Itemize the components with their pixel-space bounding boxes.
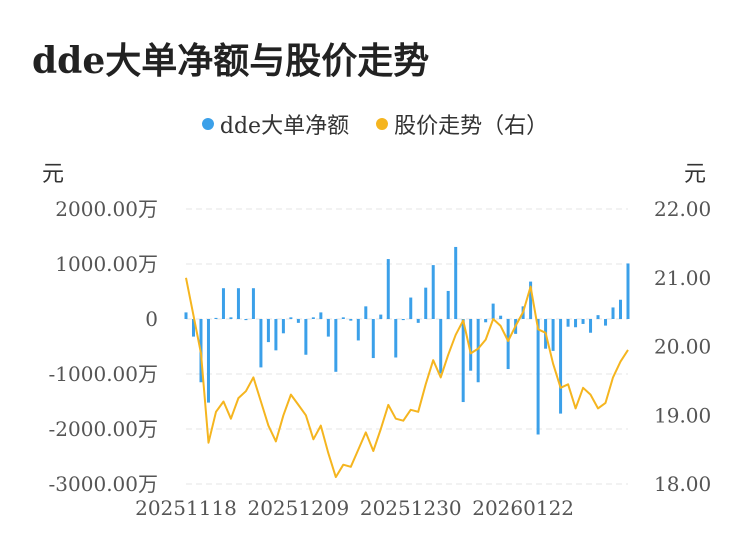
left-axis-unit: 元 [42, 162, 65, 187]
bar [424, 287, 428, 319]
right-tick-label: 18.00 [654, 472, 711, 496]
x-axis-ticks: 20251118 20251209 20251230 20260122 [135, 496, 574, 520]
left-axis-ticks: 2000.00万 1000.00万 0 -1000.00万 -2000.00万 -3000… [49, 197, 158, 496]
bar [626, 263, 630, 319]
bar [506, 319, 510, 370]
bar [499, 315, 503, 319]
legend-item-bar[interactable]: dde大单净额 [201, 108, 350, 140]
right-axis-ticks: 22.00 21.00 20.00 19.00 18.00 [654, 197, 711, 496]
bar [364, 306, 368, 319]
bar [191, 319, 195, 337]
bar [244, 319, 248, 321]
bar [326, 319, 330, 337]
bar [439, 319, 443, 374]
bar [356, 319, 360, 341]
bar-series [184, 246, 630, 435]
legend-line-label: 股价走势（右） [394, 114, 549, 139]
bar [581, 319, 585, 324]
legend-line-swatch [376, 118, 389, 130]
x-tick-label: 20251118 [135, 496, 237, 520]
line-series [185, 277, 629, 479]
bar [386, 259, 390, 319]
bar [476, 319, 480, 383]
legend: dde大单净额 股价走势（右） [0, 108, 750, 140]
left-tick-label: 2000.00万 [55, 197, 158, 221]
bar [229, 317, 233, 319]
bar [416, 319, 420, 323]
bar [281, 319, 285, 334]
right-axis-unit: 元 [684, 162, 707, 187]
bar [469, 319, 473, 371]
bar [341, 317, 345, 319]
bar [296, 319, 300, 323]
left-tick-label: 0 [145, 307, 158, 331]
bar [446, 290, 450, 319]
bar [589, 319, 593, 333]
left-tick-label: 1000.00万 [55, 252, 158, 276]
bar [221, 288, 225, 319]
legend-bar-swatch [201, 118, 214, 130]
bar [536, 319, 540, 435]
bar [409, 297, 413, 319]
x-tick-label: 20251230 [360, 496, 462, 520]
bar [371, 319, 375, 359]
bar [206, 319, 210, 403]
bar [379, 314, 383, 319]
bar [289, 317, 293, 319]
legend-bar-label: dde大单净额 [219, 114, 350, 139]
bar [394, 319, 398, 358]
bar [251, 288, 255, 319]
grid-lines [186, 208, 628, 485]
bar [274, 319, 278, 351]
bar [454, 246, 458, 319]
bar [431, 265, 435, 319]
bar [349, 319, 353, 321]
bar [184, 312, 188, 319]
right-tick-label: 21.00 [654, 266, 711, 290]
bar [559, 319, 563, 414]
bar [461, 319, 465, 403]
bar [491, 303, 495, 319]
bar [566, 319, 570, 327]
bar [611, 307, 615, 319]
x-tick-label: 20260122 [472, 496, 574, 520]
bar [484, 319, 488, 323]
bar [236, 288, 240, 319]
bar [304, 319, 308, 355]
bar [574, 319, 578, 328]
bar [401, 319, 405, 321]
right-tick-label: 20.00 [654, 335, 711, 359]
bar [529, 281, 533, 319]
bar [604, 319, 608, 326]
right-tick-label: 19.00 [654, 403, 711, 427]
left-tick-label: -3000.00万 [49, 472, 158, 496]
bar [259, 319, 263, 368]
x-tick-label: 20251209 [247, 496, 349, 520]
legend-item-line[interactable]: 股价走势（右） [376, 108, 548, 140]
bar [334, 319, 338, 372]
left-tick-label: -1000.00万 [49, 362, 158, 386]
bar [266, 319, 270, 343]
right-tick-label: 22.00 [654, 197, 711, 221]
bar [596, 315, 600, 319]
bar [619, 299, 623, 319]
price-line [185, 277, 629, 479]
bar [311, 317, 315, 319]
chart-title: dde大单净额与股价走势 [32, 40, 430, 82]
left-tick-label: -2000.00万 [49, 417, 158, 441]
bar [214, 317, 218, 319]
bar [551, 319, 555, 351]
bar [319, 312, 323, 319]
